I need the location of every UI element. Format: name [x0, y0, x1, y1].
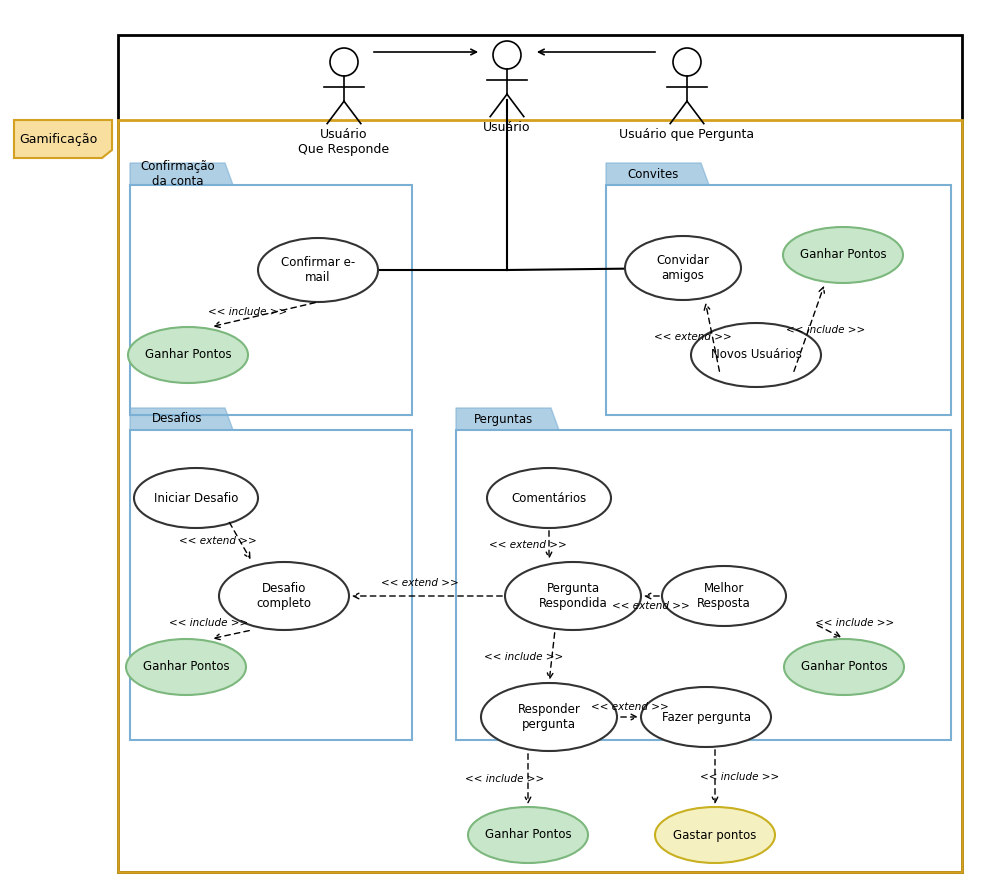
Text: Ganhar Pontos: Ganhar Pontos [142, 660, 230, 674]
Ellipse shape [641, 687, 771, 747]
Text: Melhor
Resposta: Melhor Resposta [697, 582, 750, 610]
Text: << extend >>: << extend >> [612, 601, 690, 611]
Ellipse shape [505, 562, 641, 630]
Ellipse shape [128, 327, 248, 383]
Text: << include >>: << include >> [170, 618, 248, 628]
Ellipse shape [487, 468, 611, 528]
Ellipse shape [691, 323, 821, 387]
Text: Novos Usuários: Novos Usuários [710, 348, 801, 362]
Text: Desafios: Desafios [152, 413, 203, 426]
Text: << extend >>: << extend >> [592, 702, 669, 712]
Text: Fazer pergunta: Fazer pergunta [661, 710, 750, 723]
Bar [606, 185, 951, 415]
Ellipse shape [258, 238, 378, 302]
Text: << include >>: << include >> [787, 325, 865, 335]
Ellipse shape [126, 639, 246, 695]
Text: Usuário: Usuário [484, 121, 531, 135]
Bar [130, 430, 412, 740]
Text: Usuário
Que Responde: Usuário Que Responde [298, 128, 389, 157]
Text: Desafio
completo: Desafio completo [256, 582, 312, 610]
Ellipse shape [625, 236, 741, 300]
Text: Confirmação
da conta: Confirmação da conta [140, 160, 215, 188]
Text: Comentários: Comentários [511, 492, 587, 504]
Ellipse shape [219, 562, 349, 630]
Text: Gamificação: Gamificação [19, 133, 97, 145]
Text: << include >>: << include >> [700, 772, 780, 782]
Text: << extend >>: << extend >> [180, 536, 257, 546]
Ellipse shape [784, 639, 904, 695]
Bar [118, 120, 962, 872]
Polygon shape [14, 120, 112, 158]
Ellipse shape [468, 807, 588, 863]
Text: << extend >>: << extend >> [654, 332, 732, 342]
Text: Ganhar Pontos: Ganhar Pontos [800, 660, 887, 674]
Polygon shape [130, 163, 233, 185]
Text: << include >>: << include >> [485, 652, 564, 662]
Polygon shape [456, 408, 559, 430]
Bar [118, 35, 962, 872]
Ellipse shape [783, 227, 903, 283]
Text: Responder
pergunta: Responder pergunta [518, 703, 581, 731]
Text: << include >>: << include >> [208, 307, 287, 317]
Text: << include >>: << include >> [815, 618, 895, 628]
Text: Gastar pontos: Gastar pontos [673, 829, 756, 841]
Text: Usuário que Pergunta: Usuário que Pergunta [619, 128, 754, 142]
Ellipse shape [662, 566, 786, 626]
Text: Convites: Convites [628, 168, 679, 181]
Ellipse shape [134, 468, 258, 528]
Text: Ganhar Pontos: Ganhar Pontos [144, 348, 232, 362]
Text: Pergunta
Respondida: Pergunta Respondida [539, 582, 607, 610]
Text: Confirmar e-
mail: Confirmar e- mail [281, 256, 355, 284]
Polygon shape [130, 408, 233, 430]
Ellipse shape [481, 683, 617, 751]
Text: Ganhar Pontos: Ganhar Pontos [485, 829, 571, 841]
Ellipse shape [655, 807, 775, 863]
Text: << extend >>: << extend >> [490, 540, 567, 550]
Bar [456, 430, 951, 740]
Text: Ganhar Pontos: Ganhar Pontos [800, 249, 886, 261]
Bar [130, 185, 412, 415]
Text: << extend >>: << extend >> [382, 578, 459, 588]
Text: Perguntas: Perguntas [474, 413, 533, 426]
Text: Iniciar Desafio: Iniciar Desafio [154, 492, 238, 504]
Text: Convidar
amigos: Convidar amigos [656, 254, 709, 282]
Polygon shape [606, 163, 709, 185]
Text: << include >>: << include >> [465, 774, 544, 784]
